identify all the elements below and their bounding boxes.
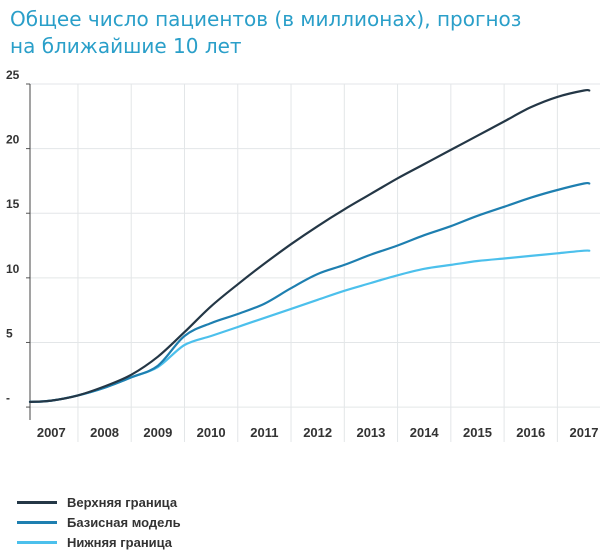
legend-item-upper: Верхняя граница [17,492,181,512]
series-line-lower [28,249,591,403]
y-tick-label: 10 [6,262,20,276]
x-tick-label: 2015 [463,425,492,440]
chart-legend: Верхняя граница Базисная модель Нижняя г… [17,492,181,552]
legend-label-upper: Верхняя граница [67,494,178,510]
x-tick-label: 2011 [250,425,278,440]
legend-swatch-base [17,520,57,524]
y-tick-label: 5 [6,326,13,340]
x-tick-label: 2010 [197,425,226,440]
chart-title-line-2: на ближайшие 10 лет [10,34,242,58]
x-tick-label: 2007 [37,425,66,440]
legend-label-lower: Нижняя граница [67,534,173,550]
legend-swatch-upper [17,500,57,504]
chart-title-line-1: Общее число пациентов (в миллионах), про… [10,7,522,31]
y-tick-label: - [6,391,10,405]
legend-item-base: Базисная модель [17,512,181,532]
legend-swatch-lower [17,540,57,544]
y-tick-label: 20 [6,133,20,147]
y-tick-label: 25 [6,68,20,82]
x-tick-label: 2008 [90,425,119,440]
legend-label-base: Базисная модель [67,514,181,530]
x-tick-label: 2012 [303,425,332,440]
x-tick-label: 2016 [516,425,545,440]
x-tick-label: 2009 [143,425,172,440]
series-line-base [28,181,591,403]
chart-title: Общее число пациентов (в миллионах), про… [10,6,600,60]
x-tick-label: 2014 [410,425,440,440]
x-tick-label: 2017 [570,425,599,440]
y-tick-label: 15 [6,197,20,211]
x-tick-label: 2013 [356,425,385,440]
series-line-upper [28,88,591,403]
legend-item-lower: Нижняя граница [17,532,181,552]
